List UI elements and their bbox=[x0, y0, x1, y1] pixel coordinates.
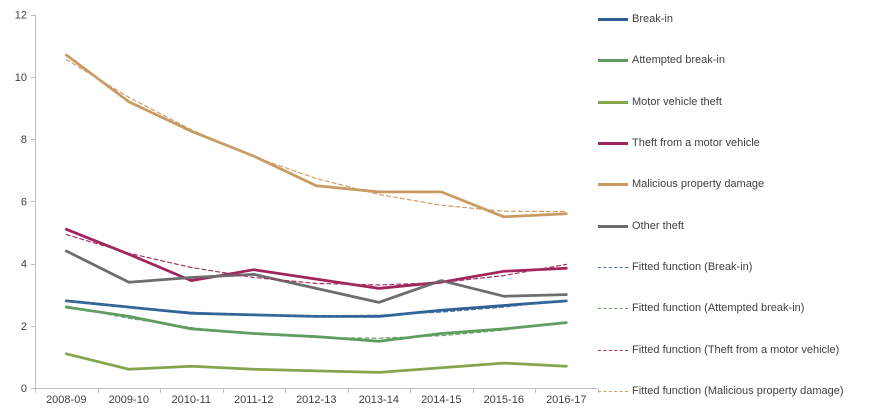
series-line-break-in bbox=[64, 299, 568, 318]
legend-swatch-fitted-malicious-property-damage bbox=[598, 390, 628, 392]
series-line-fitted-function-theft-from-a-motor-vehicle bbox=[65, 234, 567, 286]
x-tick-label: 2011-12 bbox=[234, 394, 274, 406]
series-line-fitted-function-attempted-break-in bbox=[65, 305, 567, 339]
y-tick-label: 8 bbox=[21, 134, 27, 146]
legend-label: Fitted function (Attempted break-in) bbox=[632, 302, 805, 314]
y-tick-label: 12 bbox=[15, 10, 27, 22]
legend-swatch-motor-vehicle-theft bbox=[598, 100, 628, 104]
legend-label: Motor vehicle theft bbox=[632, 96, 722, 108]
legend-label: Theft from a motor vehicle bbox=[632, 137, 760, 149]
legend-item-fitted-malicious-property-damage: Fitted function (Malicious property dama… bbox=[598, 385, 844, 397]
legend-label: Attempted break-in bbox=[632, 54, 725, 66]
series-line-theft-from-a-motor-vehicle bbox=[64, 227, 568, 290]
legend-swatch-break-in bbox=[598, 17, 628, 21]
x-tick-label: 2012-13 bbox=[296, 394, 336, 406]
legend-item-break-in: Break-in bbox=[598, 13, 673, 25]
series-line-attempted-break-in bbox=[64, 305, 568, 343]
legend-label: Fitted function (Theft from a motor vehi… bbox=[632, 344, 840, 356]
legend-label: Break-in bbox=[632, 13, 673, 25]
legend-label: Fitted function (Malicious property dama… bbox=[632, 385, 844, 397]
x-tick-label: 2009-10 bbox=[109, 394, 149, 406]
chart-legend: Break-in Attempted break-in Motor vehicl… bbox=[598, 0, 870, 416]
legend-swatch-other-theft bbox=[598, 224, 628, 228]
legend-item-fitted-break-in: Fitted function (Break-in) bbox=[598, 261, 752, 273]
legend-item-motor-vehicle-theft: Motor vehicle theft bbox=[598, 96, 722, 108]
legend-swatch-theft-from-a-motor-vehicle bbox=[598, 141, 628, 145]
x-tick-label: 2013-14 bbox=[359, 394, 399, 406]
legend-swatch-malicious-property-damage bbox=[598, 182, 628, 186]
legend-swatch-fitted-break-in bbox=[598, 266, 628, 268]
legend-item-other-theft: Other theft bbox=[598, 220, 684, 232]
legend-item-malicious-property-damage: Malicious property damage bbox=[598, 178, 764, 190]
x-tick-label: 2010-11 bbox=[171, 394, 211, 406]
x-tick-label: 2016-17 bbox=[546, 394, 586, 406]
series-line-other-theft bbox=[64, 249, 568, 304]
plot-area: 0 2 4 6 8 10 12 2008-09 2009-10 2010-11 2011-12 201… bbox=[15, 10, 599, 406]
series-line-malicious-property-damage bbox=[64, 53, 568, 219]
legend-item-fitted-attempted-break-in: Fitted function (Attempted break-in) bbox=[598, 302, 804, 314]
y-tick-label: 0 bbox=[21, 383, 27, 395]
x-tick-label: 2014-15 bbox=[421, 394, 461, 406]
series-line-fitted-function-malicious-property-damage bbox=[65, 58, 567, 213]
y-tick-label: 6 bbox=[21, 196, 27, 208]
legend-item-theft-from-a-motor-vehicle: Theft from a motor vehicle bbox=[598, 137, 760, 149]
series-line-motor-vehicle-theft bbox=[64, 352, 568, 374]
legend-swatch-attempted-break-in bbox=[598, 58, 628, 62]
legend-item-fitted-theft-from-a-motor-vehicle: Fitted function (Theft from a motor vehi… bbox=[598, 344, 839, 356]
series-line-fitted-function-break-in bbox=[65, 299, 567, 317]
y-tick-label: 2 bbox=[21, 321, 27, 333]
legend-label: Malicious property damage bbox=[632, 178, 765, 190]
legend-swatch-fitted-theft-from-a-motor-vehicle bbox=[598, 349, 628, 351]
legend-swatch-fitted-attempted-break-in bbox=[598, 307, 628, 309]
y-tick-label: 4 bbox=[21, 259, 27, 271]
legend-label: Fitted function (Break-in) bbox=[632, 261, 753, 273]
y-tick-label: 10 bbox=[15, 72, 27, 84]
legend-label: Other theft bbox=[632, 220, 684, 232]
legend-item-attempted-break-in: Attempted break-in bbox=[598, 54, 725, 66]
x-tick-label: 2015-16 bbox=[484, 394, 524, 406]
x-tick-label: 2008-09 bbox=[46, 394, 86, 406]
